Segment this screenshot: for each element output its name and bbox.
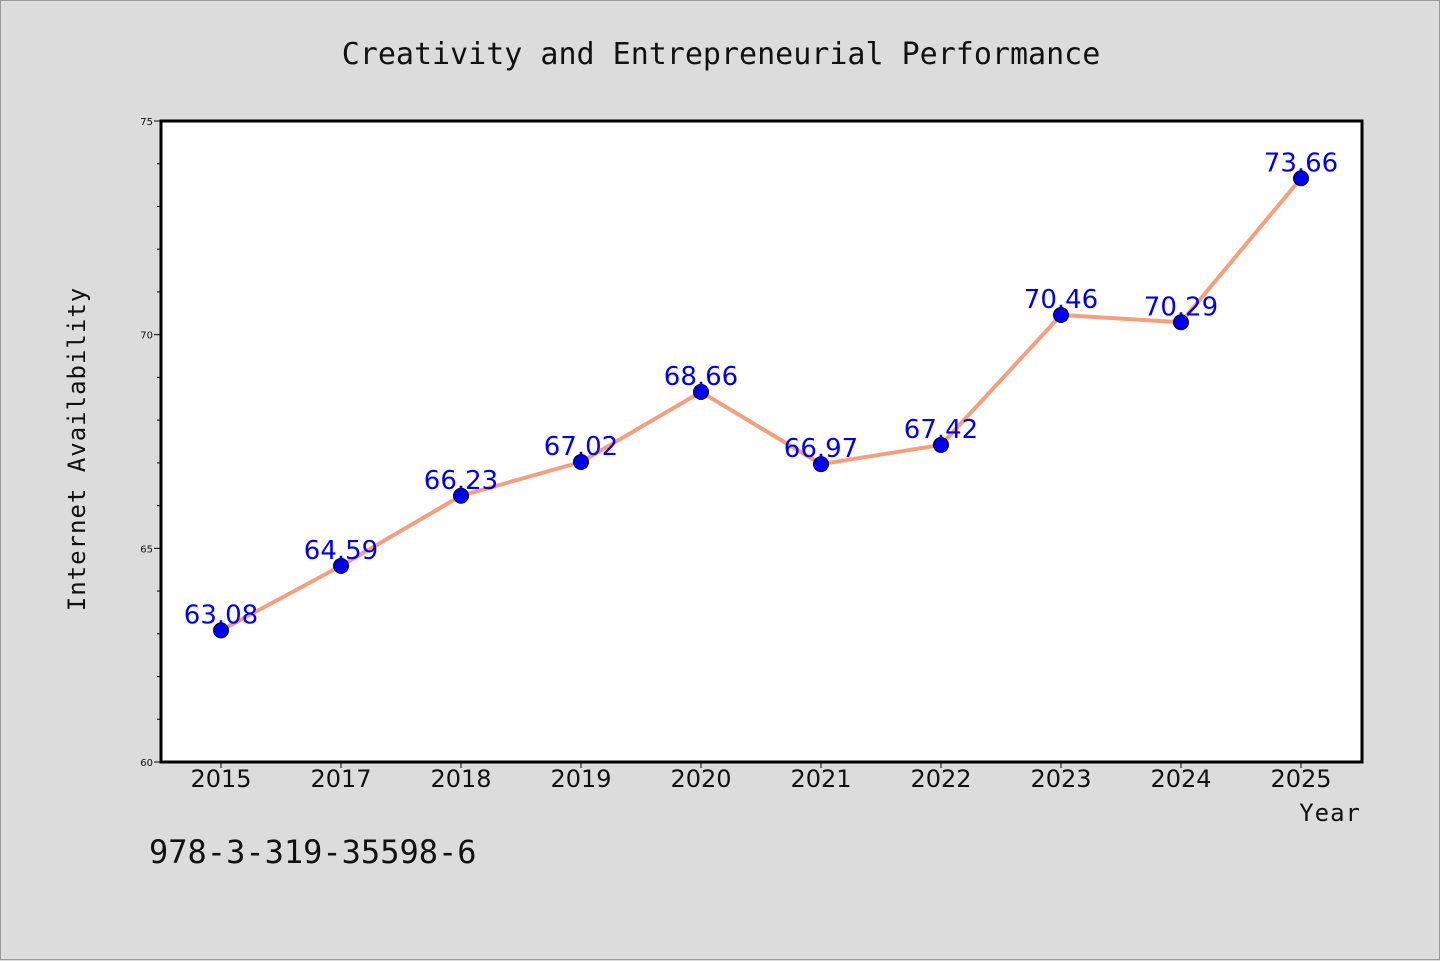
x-axis-label: Year: [1299, 799, 1361, 827]
data-label: 66.97: [784, 434, 858, 464]
y-axis-label: Internet Availability: [63, 287, 91, 611]
data-point: [213, 622, 229, 639]
x-tick-label: 2022: [910, 765, 971, 793]
y-tick-label: 75: [140, 117, 153, 128]
data-point: [1293, 170, 1309, 187]
data-point: [693, 383, 709, 400]
data-label: 67.42: [904, 415, 978, 445]
x-tick-label: 2015: [190, 765, 251, 793]
data-label: 70.46: [1024, 285, 1098, 315]
y-tick-label: 70: [140, 331, 153, 342]
y-tick-label: 60: [140, 758, 153, 769]
x-tick-label: 2017: [310, 765, 371, 793]
x-tick-label: 2021: [790, 765, 851, 793]
data-label: 70.29: [1144, 292, 1218, 322]
series: [213, 170, 1309, 639]
data-point: [933, 436, 949, 453]
x-tick-label: 2018: [430, 765, 491, 793]
data-label: 64.59: [304, 536, 378, 566]
x-tick-label: 2020: [670, 765, 731, 793]
data-point: [813, 456, 829, 473]
data-point: [453, 487, 469, 504]
data-point: [1053, 307, 1069, 324]
data-label: 68.66: [664, 362, 738, 392]
x-tick-label: 2019: [550, 765, 611, 793]
data-labels: 63.08 64.59 66.23 67.02 68.66 66.97 67.42 70.46…: [184, 148, 1338, 630]
data-label: 73.66: [1264, 148, 1338, 178]
data-label: 63.08: [184, 600, 258, 630]
data-label: 67.02: [544, 432, 618, 462]
x-tick-label: 2024: [1150, 765, 1211, 793]
data-point: [573, 454, 589, 471]
data-point: [333, 557, 349, 574]
y-axis: 60 65 70 75: [140, 117, 161, 769]
x-tick-label: 2025: [1270, 765, 1331, 793]
plot-area: [159, 119, 1364, 764]
chart-title: Creativity and Entrepreneurial Performan…: [342, 37, 1101, 72]
isbn-text: 978-3-319-35598-6: [149, 833, 477, 871]
data-label: 66.23: [424, 466, 498, 496]
y-tick-label: 65: [140, 544, 153, 555]
x-axis: 2015 2017 2018 2019 2020 2021 2022 2023 2024 2025: [190, 762, 1332, 793]
series-line: [219, 176, 1303, 633]
x-tick-label: 2023: [1030, 765, 1091, 793]
data-point: [1173, 314, 1189, 331]
